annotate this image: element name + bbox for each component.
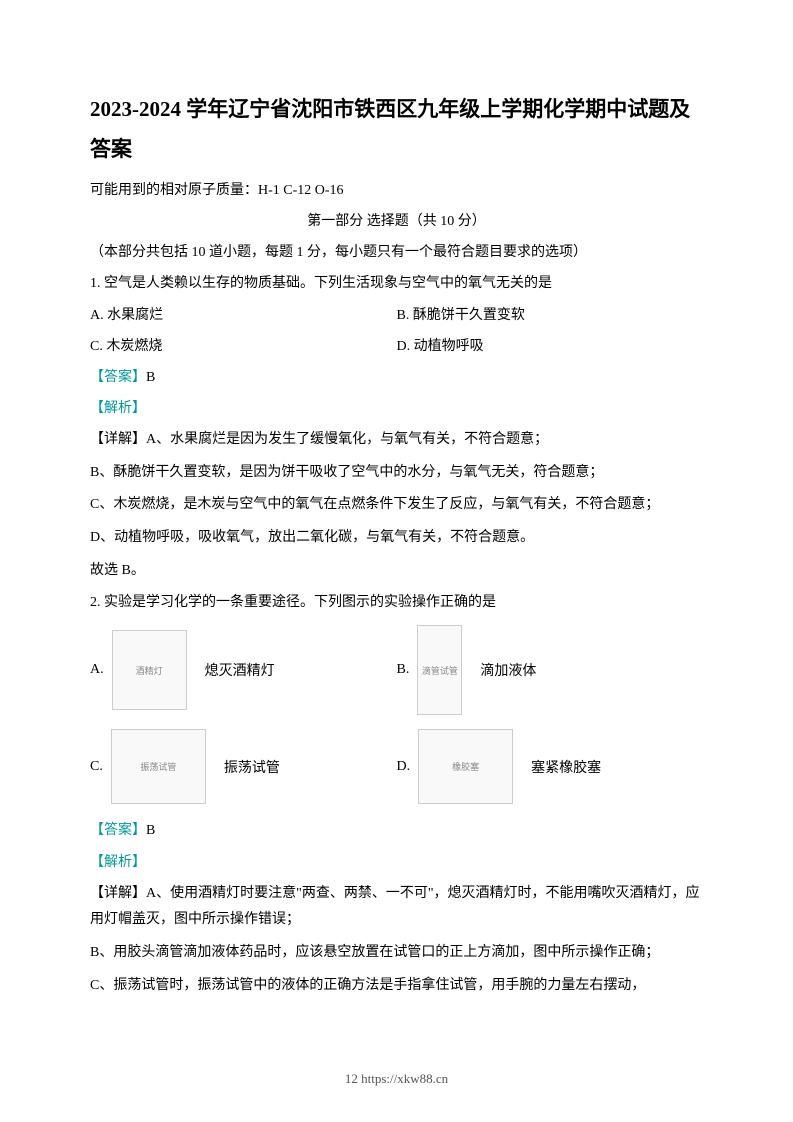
q2-option-a-caption: 熄灭酒精灯 [205, 660, 275, 680]
q1-stem: 1. 空气是人类赖以生存的物质基础。下列生活现象与空气中的氧气无关的是 [90, 271, 703, 296]
q2-stem: 2. 实验是学习化学的一条重要途径。下列图示的实验操作正确的是 [90, 590, 703, 615]
q1-option-b: B. 酥脆饼干久置变软 [397, 303, 704, 328]
q1-detail-b: B、酥脆饼干久置变软，是因为饼干吸收了空气中的水分，与氧气无关，符合题意； [90, 460, 703, 487]
q1-detail-a-text: A、水果腐烂是因为发生了缓慢氧化，与氧气有关，不符合题意； [146, 432, 548, 447]
q2-option-a-letter: A. [90, 662, 104, 678]
q1-detail-d: D、动植物呼吸，吸收氧气，放出二氧化碳，与氧气有关，不符合题意。 [90, 525, 703, 552]
q1-answer-label: 【答案】 [90, 370, 146, 385]
q2-option-c-caption: 振荡试管 [224, 757, 280, 777]
q2-option-b: B. 滴管试管 滴加液体 [397, 625, 704, 715]
q2-option-c-letter: C. [90, 759, 103, 775]
q1-detail-c: C、木炭燃烧，是木炭与空气中的氧气在点燃条件下发生了反应，与氧气有关，不符合题意… [90, 492, 703, 519]
q2-option-d-image: 橡胶塞 [418, 729, 513, 804]
q1-option-c: C. 木炭燃烧 [90, 334, 397, 359]
exam-title: 2023-2024 学年辽宁省沈阳市铁西区九年级上学期化学期中试题及答案 [90, 90, 703, 170]
q1-conclusion: 故选 B。 [90, 558, 703, 585]
q2-detail-b: B、用胶头滴管滴加液体药品时，应该悬空放置在试管口的正上方滴加，图中所示操作正确… [90, 940, 703, 967]
q2-detail-a: 【详解】A、使用酒精灯时要注意"两查、两禁、一不可"，熄灭酒精灯时，不能用嘴吹灭… [90, 881, 703, 934]
q2-option-d-letter: D. [397, 759, 411, 775]
q2-options-row2: C. 振荡试管 振荡试管 D. 橡胶塞 塞紧橡胶塞 [90, 729, 703, 804]
q2-option-d-caption: 塞紧橡胶塞 [531, 757, 601, 777]
q1-option-a: A. 水果腐烂 [90, 303, 397, 328]
q2-analysis-label: 【解析】 [90, 850, 703, 875]
q1-answer-value: B [146, 370, 155, 385]
page-footer: 12 https://xkw88.cn [0, 1071, 793, 1087]
q2-option-d: D. 橡胶塞 塞紧橡胶塞 [397, 729, 704, 804]
q2-detail-a-text: A、使用酒精灯时要注意"两查、两禁、一不可"，熄灭酒精灯时，不能用嘴吹灭酒精灯，… [90, 886, 700, 928]
q1-detail-prefix: 【详解】 [90, 432, 146, 447]
atomic-mass-info: 可能用到的相对原子质量：H-1 C-12 O-16 [90, 178, 703, 203]
q2-answer-value: B [146, 823, 155, 838]
q2-option-c-image: 振荡试管 [111, 729, 206, 804]
q2-option-c: C. 振荡试管 振荡试管 [90, 729, 397, 804]
section-header: 第一部分 选择题（共 10 分） [90, 209, 703, 234]
q2-detail-prefix: 【详解】 [90, 886, 146, 901]
q1-answer-line: 【答案】B [90, 365, 703, 390]
q2-detail-c: C、振荡试管时，振荡试管中的液体的正确方法是手指拿住试管，用手腕的力量左右摆动， [90, 973, 703, 1000]
q2-answer-line: 【答案】B [90, 818, 703, 843]
q2-options-row1: A. 酒精灯 熄灭酒精灯 B. 滴管试管 滴加液体 [90, 625, 703, 715]
q2-option-a: A. 酒精灯 熄灭酒精灯 [90, 630, 397, 710]
q1-options-row2: C. 木炭燃烧 D. 动植物呼吸 [90, 334, 703, 359]
q2-option-b-letter: B. [397, 662, 410, 678]
q2-option-b-image: 滴管试管 [417, 625, 462, 715]
q1-options-row1: A. 水果腐烂 B. 酥脆饼干久置变软 [90, 303, 703, 328]
q1-analysis-label: 【解析】 [90, 396, 703, 421]
section-note: （本部分共包括 10 道小题，每题 1 分，每小题只有一个最符合题目要求的选项） [90, 240, 703, 265]
q2-answer-label: 【答案】 [90, 823, 146, 838]
q2-option-b-caption: 滴加液体 [480, 660, 536, 680]
q1-option-d: D. 动植物呼吸 [397, 334, 704, 359]
q2-option-a-image: 酒精灯 [112, 630, 187, 710]
q1-detail-a: 【详解】A、水果腐烂是因为发生了缓慢氧化，与氧气有关，不符合题意； [90, 427, 703, 454]
